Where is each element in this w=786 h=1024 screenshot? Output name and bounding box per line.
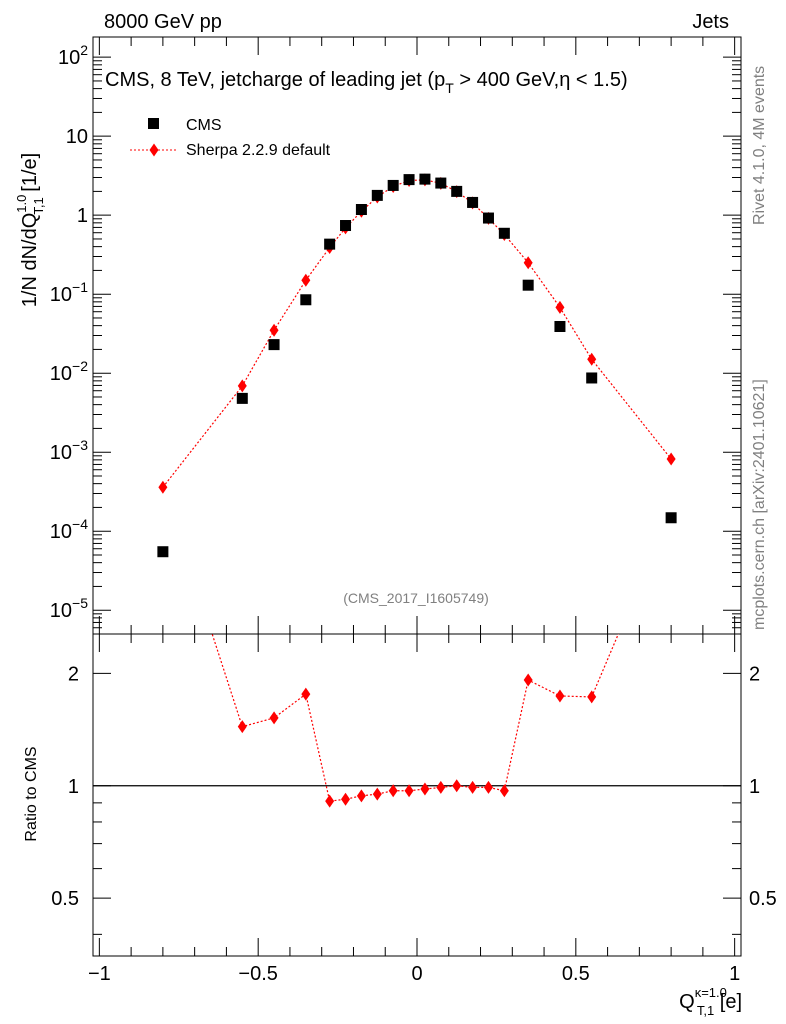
ratio-point [356, 789, 366, 803]
ratio-point [523, 673, 533, 687]
ratio-point [341, 792, 351, 806]
ratio-point [372, 787, 382, 801]
cms-point [419, 173, 431, 185]
sherpa-point [555, 300, 565, 314]
ratio-point [483, 780, 493, 794]
cms-point [451, 185, 463, 197]
sherpa-point [301, 273, 311, 287]
cms-point [324, 238, 336, 250]
sherpa-point [523, 256, 533, 270]
ratio-y-tick-label-right: 0.5 [749, 888, 777, 910]
cms-point [554, 320, 566, 332]
ratio-point [468, 780, 478, 794]
legend-sherpa-label: Sherpa 2.2.9 default [186, 142, 331, 159]
cms-point [435, 177, 447, 189]
sherpa-point [666, 452, 676, 466]
main-y-tick-label: 10−4 [50, 516, 88, 543]
cms-point [467, 196, 479, 208]
legend: CMS Sherpa 2.2.9 default [130, 117, 331, 159]
cms-point [482, 212, 494, 224]
header-right: Jets [692, 11, 729, 33]
x-tick-label: −0.5 [238, 963, 277, 985]
plot-title: CMS, 8 TeV, jetcharge of leading jet (pT… [105, 69, 628, 96]
header-left: 8000 GeV pp [104, 11, 222, 33]
legend-cms-label: CMS [186, 117, 222, 134]
main-y-tick-label: 102 [58, 42, 88, 69]
cms-point [371, 189, 383, 201]
cms-point [403, 174, 415, 186]
ratio-point [388, 784, 398, 798]
ratio-point [436, 780, 446, 794]
ratio-point [420, 782, 430, 796]
cms-point [300, 294, 312, 306]
cms-point [387, 179, 399, 191]
main-y-tick-label: 10−3 [50, 437, 88, 464]
main-axis-ticks [93, 37, 741, 634]
ratio-y-tick-label-left: 2 [68, 663, 79, 685]
sherpa-point [237, 379, 247, 393]
legend-cms-marker [148, 118, 159, 129]
cms-point [498, 227, 510, 239]
main-y-axis-label: 1/N dN/dQ1.0 T,1 [1/e] [14, 153, 46, 307]
main-y-tick-label: 10−5 [50, 595, 88, 622]
rivet-version-label: Rivet 4.1.0, 4M events [751, 66, 768, 225]
sherpa-point [587, 352, 597, 366]
main-y-tick-label: 10 [66, 126, 88, 148]
ratio-point [404, 784, 414, 798]
x-tick-label: −1 [88, 963, 111, 985]
sherpa-point [158, 480, 168, 494]
x-tick-label: 0.5 [562, 963, 590, 985]
cms-point [522, 279, 534, 291]
ratio-point [555, 689, 565, 703]
cms-point [340, 220, 352, 232]
cms-point [586, 372, 598, 384]
cms-point [665, 512, 677, 524]
ratio-point [325, 794, 335, 808]
cms-point [157, 546, 169, 558]
ratio-point [587, 690, 597, 704]
sherpa-point [269, 323, 279, 337]
ratio-y-tick-label-left: 0.5 [51, 888, 79, 910]
main-y-tick-label: 1 [77, 205, 88, 227]
ratio-point [499, 784, 509, 798]
sherpa-line [162, 179, 672, 488]
x-axis-label: Qκ=1.0 T,1 [e] [679, 985, 742, 1018]
cms-point [355, 204, 367, 216]
ratio-y-tick-label-right: 2 [749, 663, 760, 685]
main-cms-series [157, 173, 677, 558]
legend-sherpa-marker [149, 143, 159, 157]
cms-point [236, 392, 248, 404]
ratio-y-axis-label: Ratio to CMS [23, 746, 40, 841]
ratio-y-tick-label-right: 1 [749, 776, 760, 798]
x-tick-labels: −1 −0.5 0 0.5 1 [88, 963, 740, 985]
main-y-tick-label: 10−1 [50, 279, 88, 306]
ratio-plot-frame [92, 633, 742, 957]
main-y-tick-labels: 102 10 1 10−1 10−2 10−3 10−4 10−5 [50, 42, 88, 622]
mcplots-source-label: mcplots.cern.ch [arXiv:2401.10621] [751, 379, 768, 630]
ratio-point [237, 720, 247, 734]
ratio-y-tick-label-left: 1 [68, 776, 79, 798]
ratio-point [301, 687, 311, 701]
x-tick-label: 0 [411, 963, 422, 985]
main-sherpa-series [158, 173, 676, 494]
ratio-point [452, 779, 462, 793]
analysis-watermark: (CMS_2017_I1605749) [343, 590, 489, 606]
ratio-axis-ticks [93, 634, 741, 956]
ratio-line [211, 634, 619, 802]
x-tick-label: 1 [729, 963, 740, 985]
ratio-sherpa-series [211, 634, 619, 808]
main-y-tick-label: 10−2 [50, 358, 88, 385]
ratio-y-tick-labels: 2 2 1 1 0.5 0.5 [51, 663, 777, 910]
cms-point [268, 339, 280, 351]
ratio-point [269, 711, 279, 725]
